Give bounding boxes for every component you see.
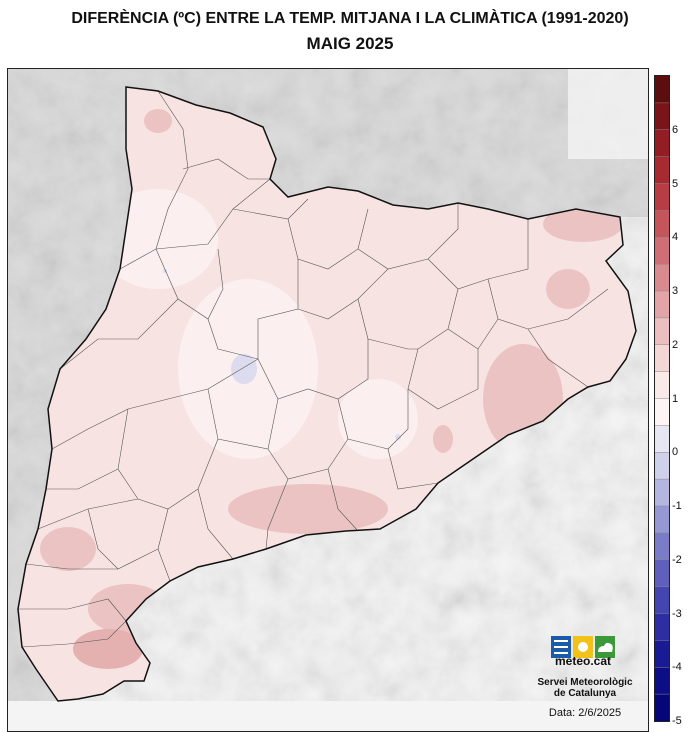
color-scale-tick-label: 6 (672, 123, 679, 136)
anomaly-high-valdaran (144, 109, 172, 133)
color-scale-swatch (655, 371, 669, 399)
color-scale-tick-label: 2 (672, 338, 679, 351)
color-scale-swatch (655, 317, 669, 346)
organization-name: Servei Meteorològic de Catalunya (520, 677, 650, 699)
color-scale-swatch (655, 559, 669, 588)
color-scale-swatch (655, 237, 669, 265)
color-scale-tick-label: -1 (672, 500, 682, 512)
color-scale-swatch (655, 210, 669, 238)
color-scale-swatch (655, 506, 669, 534)
color-scale-swatch (655, 667, 669, 695)
color-scale-tick-label: -5 (672, 715, 682, 727)
color-scale-tick-label: 4 (672, 231, 679, 244)
color-scale-swatch (655, 156, 669, 184)
color-scale-swatch (655, 76, 669, 104)
organization-line-1: Servei Meteorològic (537, 677, 633, 688)
anomaly-high-llobregat (433, 425, 453, 453)
color-scale-tick-label: 1 (672, 392, 679, 405)
color-scale-tick-label: 5 (672, 177, 679, 190)
color-scale-swatch (655, 640, 669, 668)
anomaly-high-emporda (543, 206, 623, 242)
date-label: Data: 2/6/2025 (548, 707, 622, 719)
color-scale-swatch (655, 586, 669, 614)
color-scale-swatch (655, 344, 669, 373)
map-title: DIFERÈNCIA (ºC) ENTRE LA TEMP. MITJANA I… (71, 10, 629, 27)
logo-label: meteo.cat (554, 654, 612, 668)
county-boundaries (18, 90, 609, 648)
map-canvas (8, 69, 648, 731)
color-scale-swatch (655, 694, 669, 721)
color-scale-swatch (655, 264, 669, 292)
color-scale-swatch (655, 291, 669, 319)
sea-gulf-of-lion (568, 69, 648, 159)
color-scale-swatch (655, 183, 669, 211)
temperature-anomaly-map (7, 68, 649, 732)
color-scale-bar (654, 75, 670, 722)
catalonia-border (17, 86, 637, 702)
map-subtitle: MAIG 2025 (306, 34, 394, 53)
color-scale-swatch (655, 452, 669, 480)
color-scale-tick-label: -3 (672, 607, 682, 620)
color-scale-swatch (655, 479, 669, 507)
color-scale-swatch (655, 129, 669, 158)
color-scale-tick-label: -2 (672, 553, 682, 566)
color-scale-swatches (655, 76, 669, 721)
anomaly-cool-dot (395, 434, 401, 440)
color-scale-swatch (655, 613, 669, 641)
organization-line-2: de Catalunya (553, 688, 617, 699)
color-scale-swatch (655, 532, 669, 561)
color-scale-tick-label: -4 (672, 661, 682, 674)
color-scale-tick-label: 0 (672, 446, 679, 459)
color-scale-tick-label: 3 (672, 285, 679, 297)
anomaly-high-girona (546, 269, 590, 309)
color-scale-swatch (655, 398, 669, 426)
color-scale-swatch (655, 425, 669, 453)
anomaly-high-terraalta (40, 527, 96, 571)
anomaly-high-delta (73, 629, 143, 669)
color-scale-swatch (655, 102, 669, 131)
anomaly-high-coast (228, 484, 388, 534)
meteo-cat-logo-icon (551, 636, 615, 658)
anomaly-cool-patch (231, 354, 257, 384)
